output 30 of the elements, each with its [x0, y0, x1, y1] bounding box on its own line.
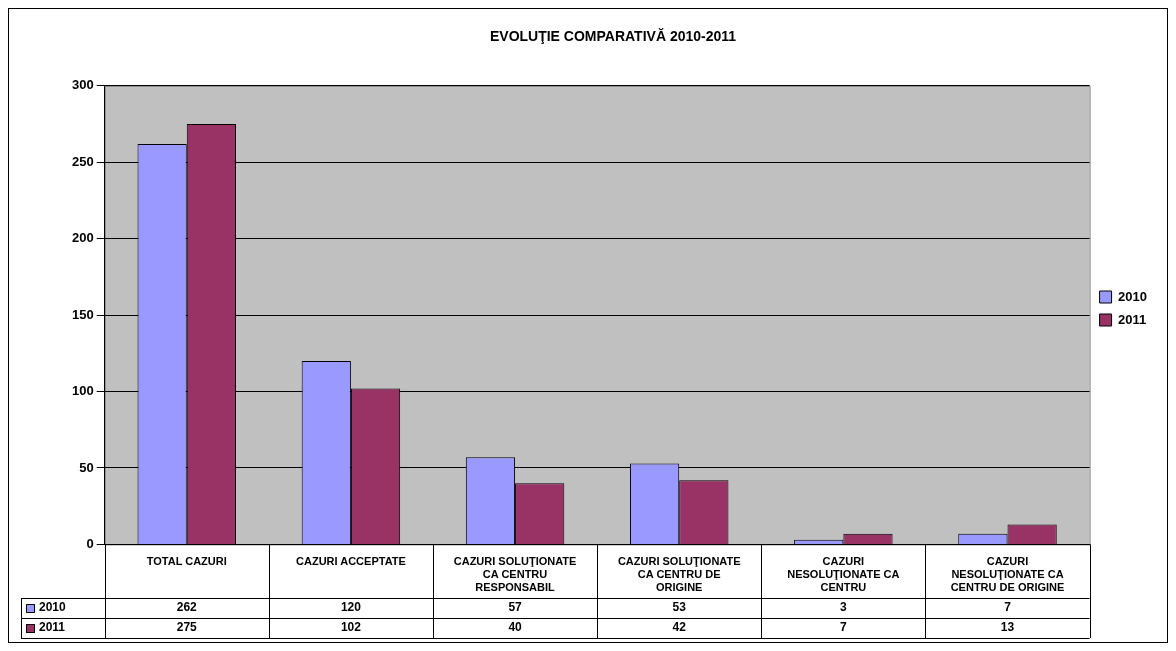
- x-tick-label: CAZURI SOLUŢIONATE CA CENTRU RESPONSABIL: [453, 555, 577, 594]
- data-label: 7: [840, 620, 848, 635]
- legend-label: 2011: [1118, 311, 1147, 327]
- data-label: 40: [508, 620, 523, 635]
- chart-title: EVOLUŢIE COMPARATIVĂ 2010-2011: [489, 28, 737, 45]
- data-label: 7: [1004, 600, 1012, 615]
- y-tick-label: 150: [71, 306, 94, 322]
- data-label: 102: [340, 620, 362, 635]
- x-tick-label: CAZURI NESOLUŢIONATE CA CENTRU: [787, 555, 900, 594]
- data-label: 120: [340, 600, 362, 615]
- data-label: 42: [672, 620, 687, 635]
- data-label: 275: [176, 620, 198, 635]
- x-tick-label: CAZURI NESOLUŢIONATE CA CENTRU DE ORIGINE: [950, 555, 1065, 594]
- x-tick-label: TOTAL CAZURI: [146, 555, 227, 568]
- legend-label: 2010: [39, 600, 67, 615]
- data-label: 57: [508, 600, 523, 615]
- y-tick-label: 0: [86, 535, 94, 551]
- data-label: 13: [1000, 620, 1015, 635]
- data-label: 3: [840, 600, 848, 615]
- data-label: 53: [672, 600, 687, 615]
- text: 2011: [39, 620, 66, 635]
- x-tick-label: CAZURI ACCEPTATE: [296, 555, 406, 568]
- y-tick-label: 100: [71, 383, 94, 399]
- text: 2010: [1118, 288, 1147, 304]
- x-tick-label: CAZURI SOLUŢIONATE CA CENTRU DE ORIGINE: [617, 555, 741, 594]
- data-label: 262: [176, 600, 198, 615]
- y-tick-label: 300: [71, 77, 94, 93]
- y-tick-label: 200: [71, 230, 94, 246]
- y-tick-label: 50: [79, 459, 94, 475]
- y-tick-label: 250: [71, 153, 94, 169]
